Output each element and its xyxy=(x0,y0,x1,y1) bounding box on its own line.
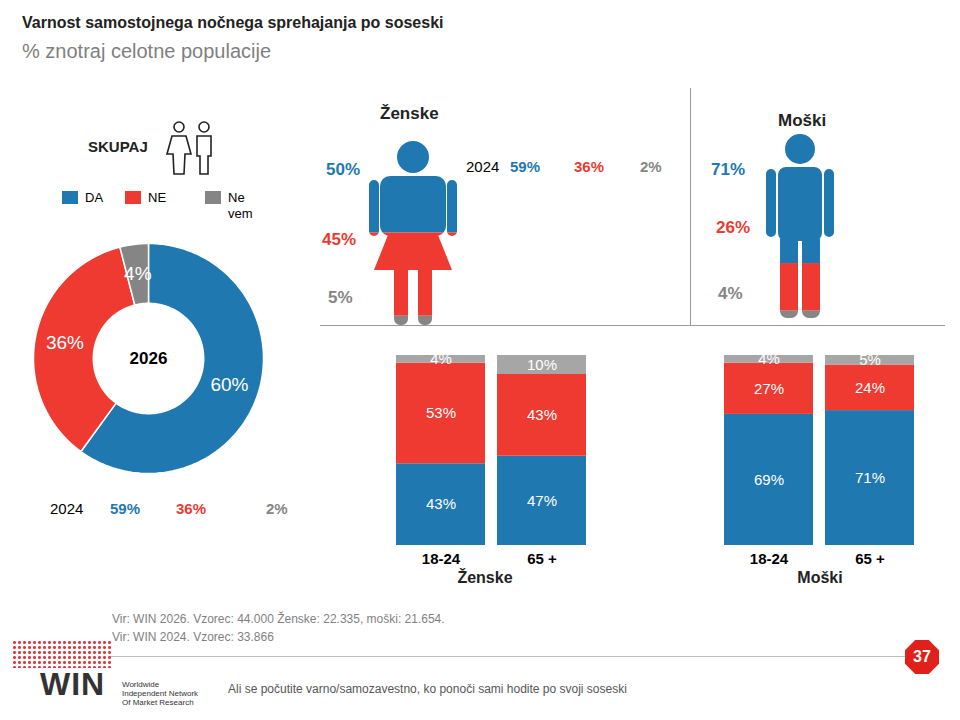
svg-text:24%: 24% xyxy=(855,379,885,396)
html-text:Of Market Research: Of Market Research xyxy=(122,698,194,707)
svg-text:4%: 4% xyxy=(430,350,452,367)
svg-text:36%: 36% xyxy=(46,332,84,353)
html-text:Ne vem: Ne vem xyxy=(228,190,253,222)
html-text:45%: 45% xyxy=(322,230,356,249)
html-text:SKUPAJ: SKUPAJ xyxy=(88,138,148,155)
html-text:Moški: Moški xyxy=(797,569,843,586)
svg-text:60%: 60% xyxy=(210,374,248,395)
html-text:26%: 26% xyxy=(716,218,750,237)
html-text:% znotraj celotne populacije: % znotraj celotne populacije xyxy=(22,40,271,62)
html-text:Vir: WIN 2024. Vzorec: 33.866: Vir: WIN 2024. Vzorec: 33.866 xyxy=(112,630,274,644)
svg-text:5%: 5% xyxy=(859,351,881,368)
svg-text:47%: 47% xyxy=(527,492,557,509)
html-text:Ženske: Ženske xyxy=(457,569,513,586)
svg-text:2026: 2026 xyxy=(130,349,168,368)
html-text:DA: DA xyxy=(85,190,104,205)
svg-text:65 +: 65 + xyxy=(527,550,557,567)
svg-text:65 +: 65 + xyxy=(855,550,885,567)
svg-text:69%: 69% xyxy=(754,471,784,488)
html-text:36%: 36% xyxy=(574,158,604,175)
html-text:Independent Network: Independent Network xyxy=(122,689,199,698)
html-text:4%: 4% xyxy=(718,284,743,303)
svg-text:43%: 43% xyxy=(527,406,557,423)
html-text:Ženske: Ženske xyxy=(380,104,439,123)
html-text:71%: 71% xyxy=(711,160,745,179)
html-text:Moški: Moški xyxy=(778,111,827,130)
html-text:59%: 59% xyxy=(110,500,140,517)
html-text:36%: 36% xyxy=(176,500,206,517)
svg-text:71%: 71% xyxy=(855,469,885,486)
svg-text:4%: 4% xyxy=(758,350,780,367)
html-text:2%: 2% xyxy=(266,500,288,517)
html-text:Vir: WIN 2026. Vzorec: 44.000: Vir: WIN 2026. Vzorec: 44.000 Ženske: 22… xyxy=(112,612,445,626)
html-text:50%: 50% xyxy=(326,160,360,179)
svg-text:10%: 10% xyxy=(527,356,557,373)
html-text:WIN: WIN xyxy=(40,666,106,702)
html-text:NE: NE xyxy=(148,190,167,205)
html-text:Worldwide: Worldwide xyxy=(122,680,160,689)
svg-text:53%: 53% xyxy=(426,404,456,421)
html-text:2%: 2% xyxy=(640,158,662,175)
svg-text:4%: 4% xyxy=(124,263,152,284)
svg-text:27%: 27% xyxy=(754,380,784,397)
html-text:37: 37 xyxy=(913,648,931,665)
svg-text:43%: 43% xyxy=(426,495,456,512)
svg-text:18-24: 18-24 xyxy=(750,550,789,567)
html-text:Ali se počutite varno/samozave: Ali se počutite varno/samozavestno, ko p… xyxy=(228,682,627,696)
html-text:2024: 2024 xyxy=(466,158,500,175)
html-text:Varnost samostojnega nočnega s: Varnost samostojnega nočnega sprehajanja… xyxy=(22,14,444,31)
html-text:2024: 2024 xyxy=(50,500,84,517)
html-text:59%: 59% xyxy=(510,158,540,175)
svg-text:18-24: 18-24 xyxy=(422,550,461,567)
html-text:5%: 5% xyxy=(328,288,353,307)
